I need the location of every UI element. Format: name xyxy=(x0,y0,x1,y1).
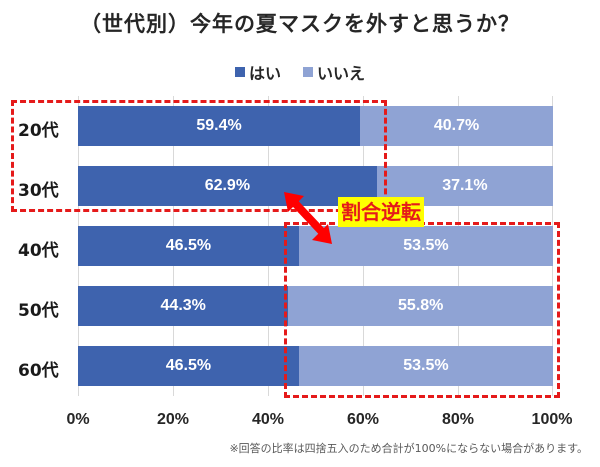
bar-no: 53.5% xyxy=(298,346,553,386)
bar-no: 53.5% xyxy=(298,226,553,266)
x-tick: 20% xyxy=(156,411,190,428)
highlight-box-young xyxy=(11,100,387,212)
bar-row-30s: 62.9% 37.1% xyxy=(78,166,553,206)
bar-no: 40.7% xyxy=(360,106,553,146)
legend: はい いいえ xyxy=(0,60,600,84)
category-label: 20代 xyxy=(18,121,59,141)
legend-item-yes: はい xyxy=(234,60,281,84)
bar-yes: 46.5% xyxy=(78,346,299,386)
bar-no: 55.8% xyxy=(288,286,553,326)
x-tick: 40% xyxy=(251,411,285,428)
x-tick: 100% xyxy=(531,411,573,428)
x-tick: 0% xyxy=(66,411,90,428)
legend-swatch-yes xyxy=(234,67,245,77)
category-label: 60代 xyxy=(18,361,59,381)
chart-title: （世代別）今年の夏マスクを外すと思うか？ xyxy=(80,12,520,36)
bar-row-50s: 44.3% 55.8% xyxy=(78,286,553,326)
legend-item-no: いいえ xyxy=(303,60,365,84)
reversal-callout: 割合逆転 xyxy=(338,197,424,227)
x-tick: 60% xyxy=(346,411,380,428)
bar-yes: 44.3% xyxy=(78,286,289,326)
plot-area: 59.4% 40.7% 62.9% 37.1% 46.5% 53.5% 44.3… xyxy=(78,96,553,396)
category-label: 40代 xyxy=(18,241,59,261)
bar-yes: 59.4% xyxy=(78,106,361,146)
bar-row-40s: 46.5% 53.5% xyxy=(78,226,553,266)
bar-yes: 62.9% xyxy=(78,166,377,206)
footnote: ※回答の比率は四捨五入のため合計が100%にならない場合があります。 xyxy=(229,442,588,455)
category-label: 50代 xyxy=(18,301,59,321)
category-label: 30代 xyxy=(18,181,59,201)
highlight-box-older xyxy=(284,222,560,398)
legend-swatch-no xyxy=(303,67,313,77)
bar-row-20s: 59.4% 40.7% xyxy=(78,106,553,146)
legend-label-no: いいえ xyxy=(317,64,366,83)
legend-label-yes: はい xyxy=(248,64,281,83)
bar-yes: 46.5% xyxy=(78,226,299,266)
bar-row-60s: 46.5% 53.5% xyxy=(78,346,553,386)
x-tick: 80% xyxy=(441,411,475,428)
double-arrow-icon xyxy=(284,192,332,244)
